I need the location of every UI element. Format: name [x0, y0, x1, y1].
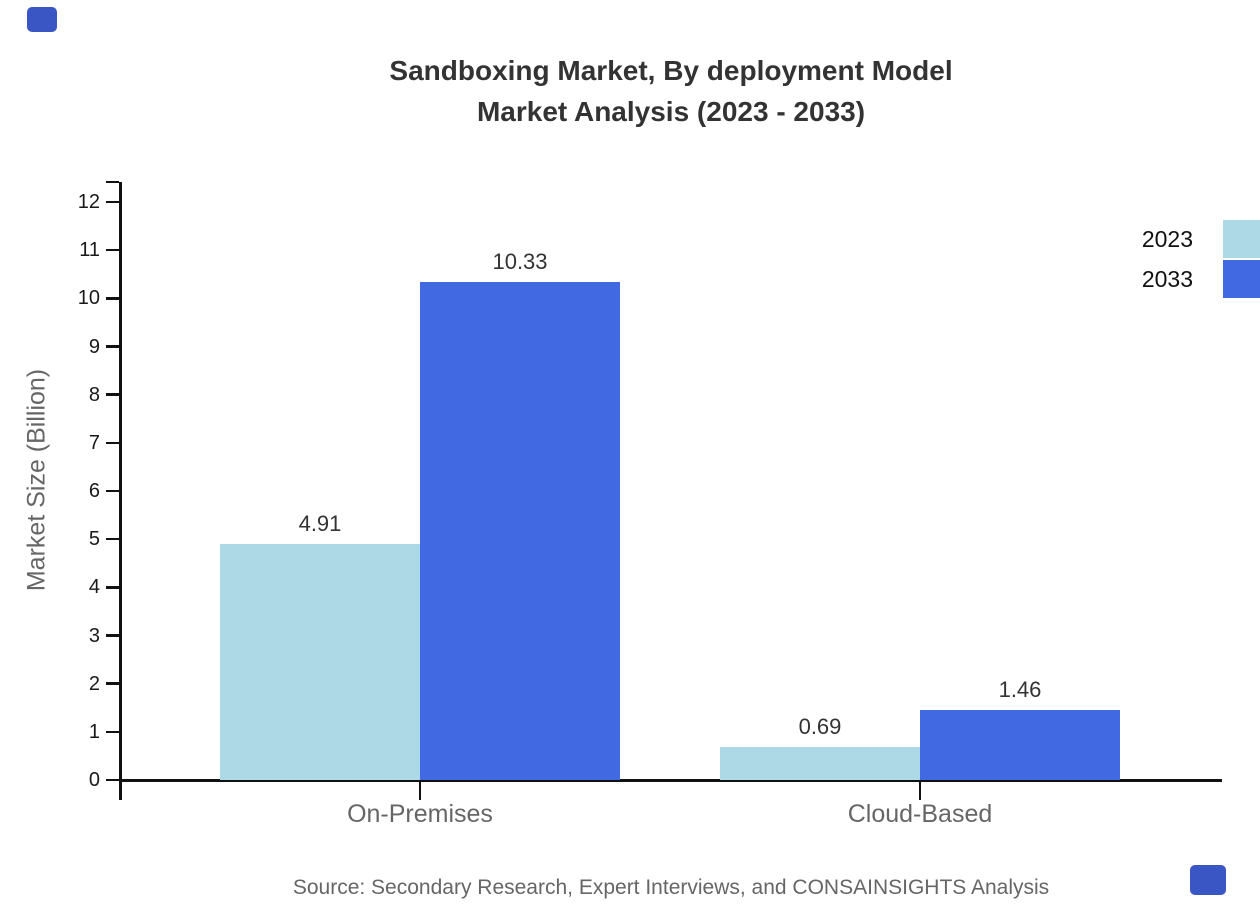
legend-swatch — [1223, 260, 1260, 298]
bar-2033-on-premises — [420, 282, 620, 780]
y-tick-label: 0 — [88, 769, 100, 791]
y-tick-label: 2 — [88, 672, 100, 695]
y-tick — [106, 441, 119, 445]
legend-swatch — [1223, 220, 1260, 258]
y-tick — [106, 345, 119, 348]
plot-area: 0 1 2 3 4 5 6 7 8 9 10 11 12 On-Premises 4.91 10.33 Clou… — [78, 180, 1222, 828]
bar-value-label: 0.69 — [798, 713, 842, 739]
y-tick — [106, 586, 119, 589]
y-tick-label: 11 — [79, 239, 100, 262]
y-tick — [106, 200, 119, 204]
bar-value-label: 10.33 — [492, 249, 548, 275]
y-tick-label: 1 — [88, 720, 100, 743]
y-tick-label: 12 — [77, 191, 100, 213]
legend-row: 2033 — [1142, 259, 1260, 299]
y-tick — [106, 297, 119, 300]
bar-2023-cloud-based — [720, 746, 920, 780]
y-tick-label: 3 — [88, 624, 100, 647]
legend-label: 2033 — [1141, 265, 1193, 292]
y-tick-label: 10 — [77, 287, 100, 310]
bar-2033-cloud-based — [920, 709, 1120, 780]
bar-value-label: 1.46 — [998, 676, 1042, 702]
y-tick-label: 6 — [88, 480, 100, 502]
y-tick — [106, 248, 119, 252]
y-tick — [106, 634, 119, 637]
bar-value-label: 4.91 — [298, 510, 342, 536]
legend-label: 2023 — [1141, 225, 1193, 252]
y-axis-line — [118, 182, 122, 800]
y-tick — [106, 778, 119, 782]
x-axis-category-label: Cloud-Based — [847, 800, 993, 828]
y-tick — [106, 489, 119, 493]
y-tick-label: 8 — [88, 383, 100, 406]
x-axis-category-label: On-Premises — [347, 800, 493, 828]
chart-title: Sandboxing Market, By deployment Model — [389, 55, 953, 86]
x-axis-line — [118, 778, 1222, 782]
y-axis-title: Market Size (Billion) — [22, 368, 51, 592]
chart-subtitle: Market Analysis (2023 - 2033) — [476, 96, 866, 127]
y-axis-end-tick — [106, 180, 119, 184]
y-tick-label: 9 — [88, 335, 100, 358]
brand-mark-top-left-icon — [27, 7, 57, 32]
y-tick-label: 7 — [88, 431, 100, 454]
brand-mark-bottom-right-icon — [1190, 865, 1226, 895]
y-tick — [106, 682, 119, 685]
y-tick — [106, 393, 119, 396]
x-tick — [918, 780, 922, 800]
y-tick — [106, 537, 119, 541]
legend: 2023 2033 — [1142, 219, 1260, 299]
y-tick-label: 4 — [88, 576, 100, 599]
chart-title-block: Sandboxing Market, By deployment Model M… — [120, 50, 1222, 132]
legend-row: 2023 — [1142, 219, 1260, 259]
source-note: Source: Secondary Research, Expert Inter… — [292, 876, 1050, 899]
y-tick — [106, 730, 119, 734]
bar-2023-on-premises — [220, 543, 420, 780]
x-tick — [418, 780, 422, 800]
y-tick-label: 5 — [88, 528, 100, 551]
